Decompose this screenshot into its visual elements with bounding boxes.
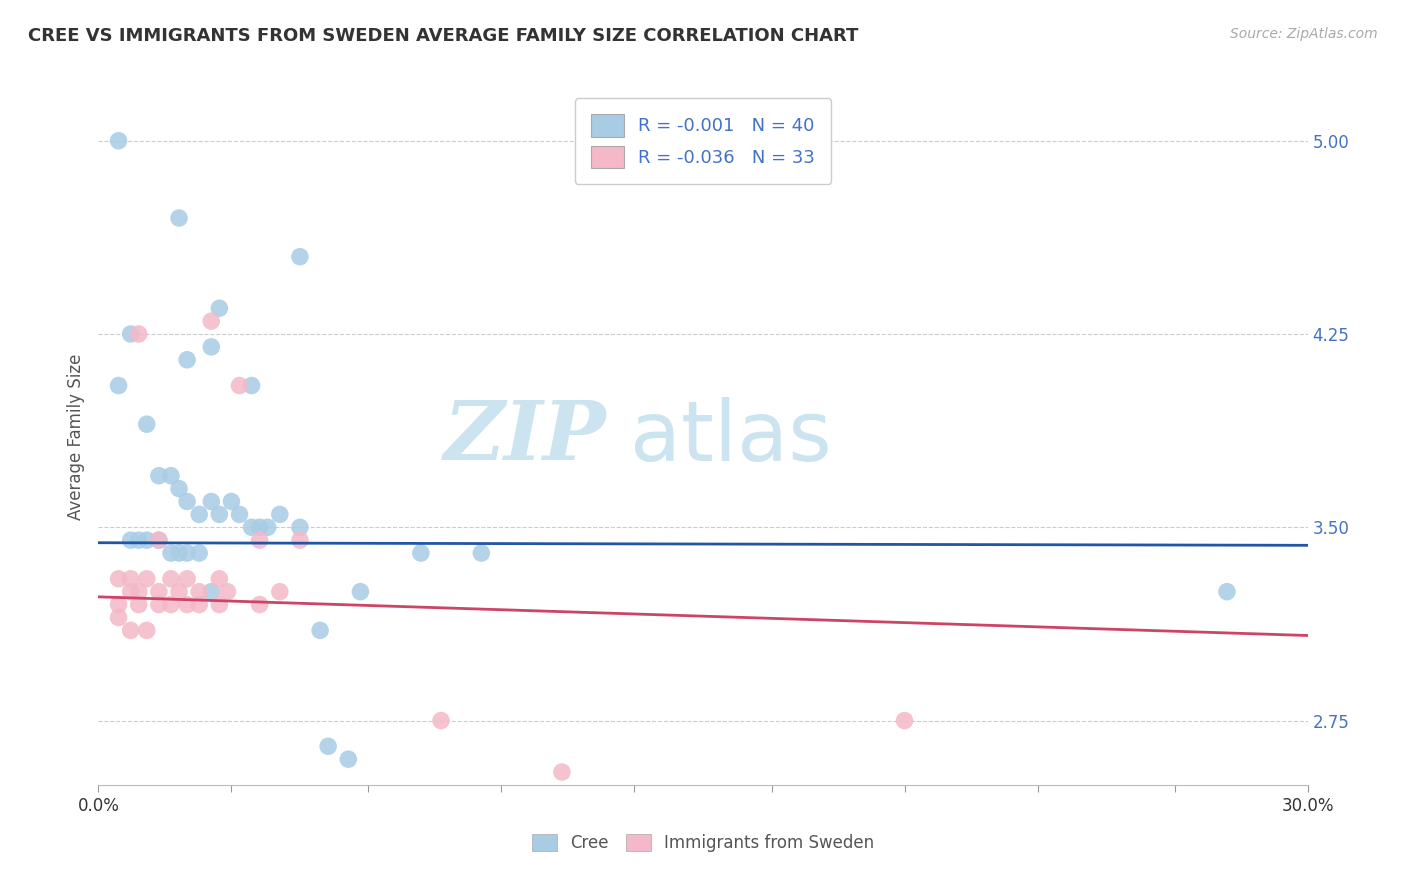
Text: Source: ZipAtlas.com: Source: ZipAtlas.com [1230,27,1378,41]
Point [128,598,150,612]
Point [409,546,432,560]
Point [148,598,170,612]
Point [120,584,142,599]
Point [128,533,150,548]
Point [217,584,239,599]
Point [135,417,157,432]
Point [228,508,250,522]
Point [349,584,371,599]
Point [107,572,129,586]
Point [1216,584,1239,599]
Point [188,584,211,599]
Point [120,572,142,586]
Point [200,340,222,354]
Point [135,624,157,638]
Point [167,546,190,560]
Text: atlas: atlas [630,397,832,477]
Point [288,250,311,264]
Point [200,584,222,599]
Point [120,326,142,341]
Text: CREE VS IMMIGRANTS FROM SWEDEN AVERAGE FAMILY SIZE CORRELATION CHART: CREE VS IMMIGRANTS FROM SWEDEN AVERAGE F… [28,27,859,45]
Point [188,508,211,522]
Point [256,520,278,534]
Point [128,584,150,599]
Point [551,765,574,780]
Point [208,508,231,522]
Point [269,508,291,522]
Point [470,546,492,560]
Point [176,352,198,367]
Point [135,533,157,548]
Point [240,378,263,392]
Point [249,520,271,534]
Point [221,494,243,508]
Point [107,598,129,612]
Point [120,624,142,638]
Point [200,494,222,508]
Point [160,598,183,612]
Point [288,533,311,548]
Point [188,598,211,612]
Point [107,134,129,148]
Point [228,378,250,392]
Point [188,546,211,560]
Point [167,584,190,599]
Point [316,739,339,754]
Point [176,572,198,586]
Point [160,546,183,560]
Point [249,598,271,612]
Point [240,520,263,534]
Point [148,468,170,483]
Point [176,494,198,508]
Point [120,533,142,548]
Point [160,572,183,586]
Point [208,598,231,612]
Point [148,533,170,548]
Point [148,584,170,599]
Point [176,598,198,612]
Text: ZIP: ZIP [444,397,606,477]
Point [208,572,231,586]
Point [128,326,150,341]
Point [176,546,198,560]
Point [249,533,271,548]
Point [160,468,183,483]
Point [208,301,231,316]
Point [148,533,170,548]
Point [893,714,915,728]
Y-axis label: Average Family Size: Average Family Size [66,354,84,520]
Point [107,610,129,624]
Legend: Cree, Immigrants from Sweden: Cree, Immigrants from Sweden [523,825,883,860]
Point [430,714,453,728]
Point [200,314,222,328]
Point [167,482,190,496]
Point [269,584,291,599]
Point [167,211,190,225]
Point [135,572,157,586]
Point [107,378,129,392]
Point [288,520,311,534]
Point [309,624,332,638]
Point [337,752,360,766]
